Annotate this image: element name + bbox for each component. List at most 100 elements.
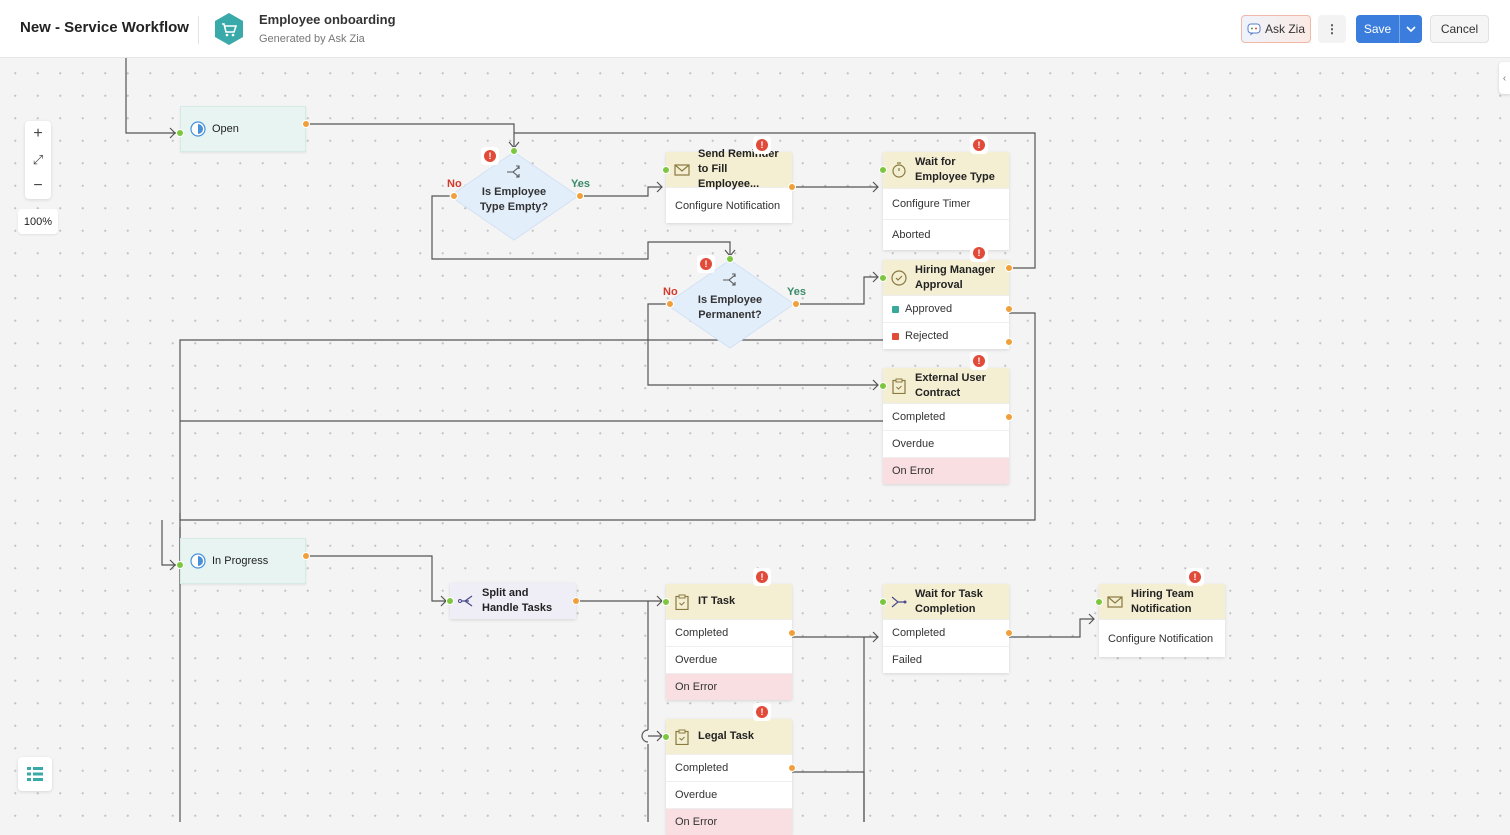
error-badge-icon[interactable]: ! (970, 352, 988, 370)
state-label: Open (212, 123, 239, 135)
error-badge-icon[interactable]: ! (753, 568, 771, 586)
output-port[interactable] (572, 597, 580, 605)
node-outcome-row[interactable]: Completed (666, 754, 792, 781)
connector (580, 186, 662, 197)
task-node-legal[interactable]: Legal Task Completed Overdue On Error (666, 719, 792, 835)
node-title: Split and Handle Tasks (482, 587, 553, 614)
zoom-out-button[interactable]: − (33, 177, 43, 194)
cancel-button[interactable]: Cancel (1430, 15, 1489, 43)
no-port[interactable] (666, 300, 674, 308)
outcome-label: Rejected (905, 330, 949, 342)
node-outcome-row[interactable]: Approved (883, 295, 1009, 322)
input-port[interactable] (176, 561, 184, 569)
node-header: Wait for Task Completion (883, 584, 1009, 619)
node-outcome-row[interactable]: Aborted (883, 219, 1009, 250)
node-outcome-row[interactable]: Configure Timer (883, 188, 1009, 219)
task-node-external[interactable]: External User Contract Completed Overdue On… (883, 368, 1009, 484)
input-port[interactable] (446, 597, 454, 605)
zoom-level: 100% (18, 209, 58, 234)
state-label: In Progress (212, 555, 269, 567)
outcome-label: Configure Notification (1108, 632, 1214, 645)
node-outcome-row[interactable]: Configure Notification (1099, 619, 1225, 657)
connector (1008, 618, 1094, 638)
error-badge-icon[interactable]: ! (970, 244, 988, 262)
input-port[interactable] (662, 165, 670, 174)
connector (514, 132, 1036, 269)
task-node-hiring[interactable]: Hiring Manager Approval Approved Rejected (883, 260, 1009, 349)
node-outcome-row[interactable]: Overdue (666, 781, 792, 808)
node-outcome-row[interactable]: Overdue (666, 646, 792, 673)
input-port[interactable] (726, 255, 734, 263)
node-title: Legal Task (698, 730, 755, 742)
decision-icon (723, 273, 736, 286)
error-badge-icon[interactable]: ! (970, 136, 988, 154)
input-port[interactable] (879, 381, 887, 390)
output-port[interactable] (302, 120, 310, 128)
input-port[interactable] (510, 147, 518, 155)
outcome-port[interactable] (1005, 304, 1013, 313)
node-outcome-row[interactable]: Completed (883, 619, 1009, 646)
yes-port[interactable] (576, 192, 584, 200)
connector (161, 520, 176, 566)
side-panel-toggle[interactable]: ‹ (1499, 62, 1510, 94)
error-badge-icon[interactable]: ! (481, 147, 499, 165)
node-outcome-row[interactable]: Configure Notification (666, 187, 792, 223)
outcome-label: Completed (675, 627, 729, 639)
yes-port[interactable] (792, 300, 800, 308)
no-port[interactable] (450, 192, 458, 200)
output-port[interactable] (788, 183, 796, 191)
outcome-label: Failed (892, 654, 922, 666)
input-port[interactable] (176, 129, 184, 137)
rejected-status-icon (892, 332, 899, 340)
outcome-port[interactable] (1005, 628, 1013, 637)
save-dropdown-button[interactable] (1399, 15, 1422, 43)
input-port[interactable] (662, 732, 670, 741)
node-header: Send Reminder to Fill Employee... (666, 148, 792, 190)
decision-node-d1[interactable] (449, 151, 579, 241)
error-badge-icon[interactable]: ! (1186, 568, 1204, 586)
outcome-port[interactable] (788, 763, 796, 772)
output-port[interactable] (1005, 264, 1013, 272)
error-badge-icon[interactable]: ! (753, 136, 771, 154)
task-node-split[interactable]: Split and Handle Tasks (450, 583, 576, 619)
zoom-in-button[interactable]: + (33, 125, 43, 142)
node-header: Legal Task (666, 719, 792, 754)
node-outcome-row[interactable]: On Error (666, 673, 792, 700)
error-badge-icon[interactable]: ! (697, 255, 715, 273)
task-node-reminder[interactable]: Send Reminder to Fill Employee... Configu… (666, 148, 792, 223)
task-node-it[interactable]: IT Task Completed Overdue On Error (666, 584, 792, 700)
state-node-open[interactable]: Open (180, 106, 306, 152)
state-node-inprogress[interactable]: In Progress (180, 538, 306, 584)
node-outcome-row[interactable]: On Error (883, 457, 1009, 484)
more-options-button[interactable]: ⋮ (1318, 15, 1346, 43)
input-port[interactable] (1095, 597, 1103, 606)
outcome-port[interactable] (788, 628, 796, 637)
node-outcome-row[interactable]: Completed (666, 619, 792, 646)
decision-node-d2[interactable] (665, 259, 795, 349)
error-badge-icon[interactable]: ! (753, 703, 771, 721)
outcome-port[interactable] (1005, 337, 1013, 346)
input-port[interactable] (879, 597, 887, 606)
node-outcome-row[interactable]: Overdue (883, 430, 1009, 457)
node-outcome-row[interactable]: Rejected (883, 322, 1009, 349)
fit-screen-button[interactable]: ⤢ (32, 152, 44, 167)
task-node-waittask[interactable]: Wait for Task Completion Completed Failed (883, 584, 1009, 673)
outcome-label: Aborted (892, 229, 931, 241)
input-port[interactable] (879, 166, 887, 174)
mail-icon (1107, 595, 1123, 608)
state-icon (190, 121, 206, 137)
approval-icon (891, 269, 907, 286)
task-node-team[interactable]: Hiring Team Notification Configure Notifi… (1099, 584, 1225, 657)
list-view-button[interactable] (18, 757, 52, 791)
ask-zia-button[interactable]: Ask Zia (1241, 15, 1311, 43)
clipboard-icon (675, 729, 689, 745)
connector (306, 555, 446, 602)
input-port[interactable] (879, 273, 887, 282)
task-node-wait[interactable]: Wait for Employee Type Configure Timer Abo… (883, 152, 1009, 250)
save-button[interactable]: Save (1356, 15, 1399, 43)
output-port[interactable] (302, 552, 310, 560)
node-outcome-row[interactable]: Failed (883, 646, 1009, 673)
outcome-port[interactable] (1005, 412, 1013, 421)
node-outcome-row[interactable]: Completed (883, 403, 1009, 430)
input-port[interactable] (662, 597, 670, 606)
